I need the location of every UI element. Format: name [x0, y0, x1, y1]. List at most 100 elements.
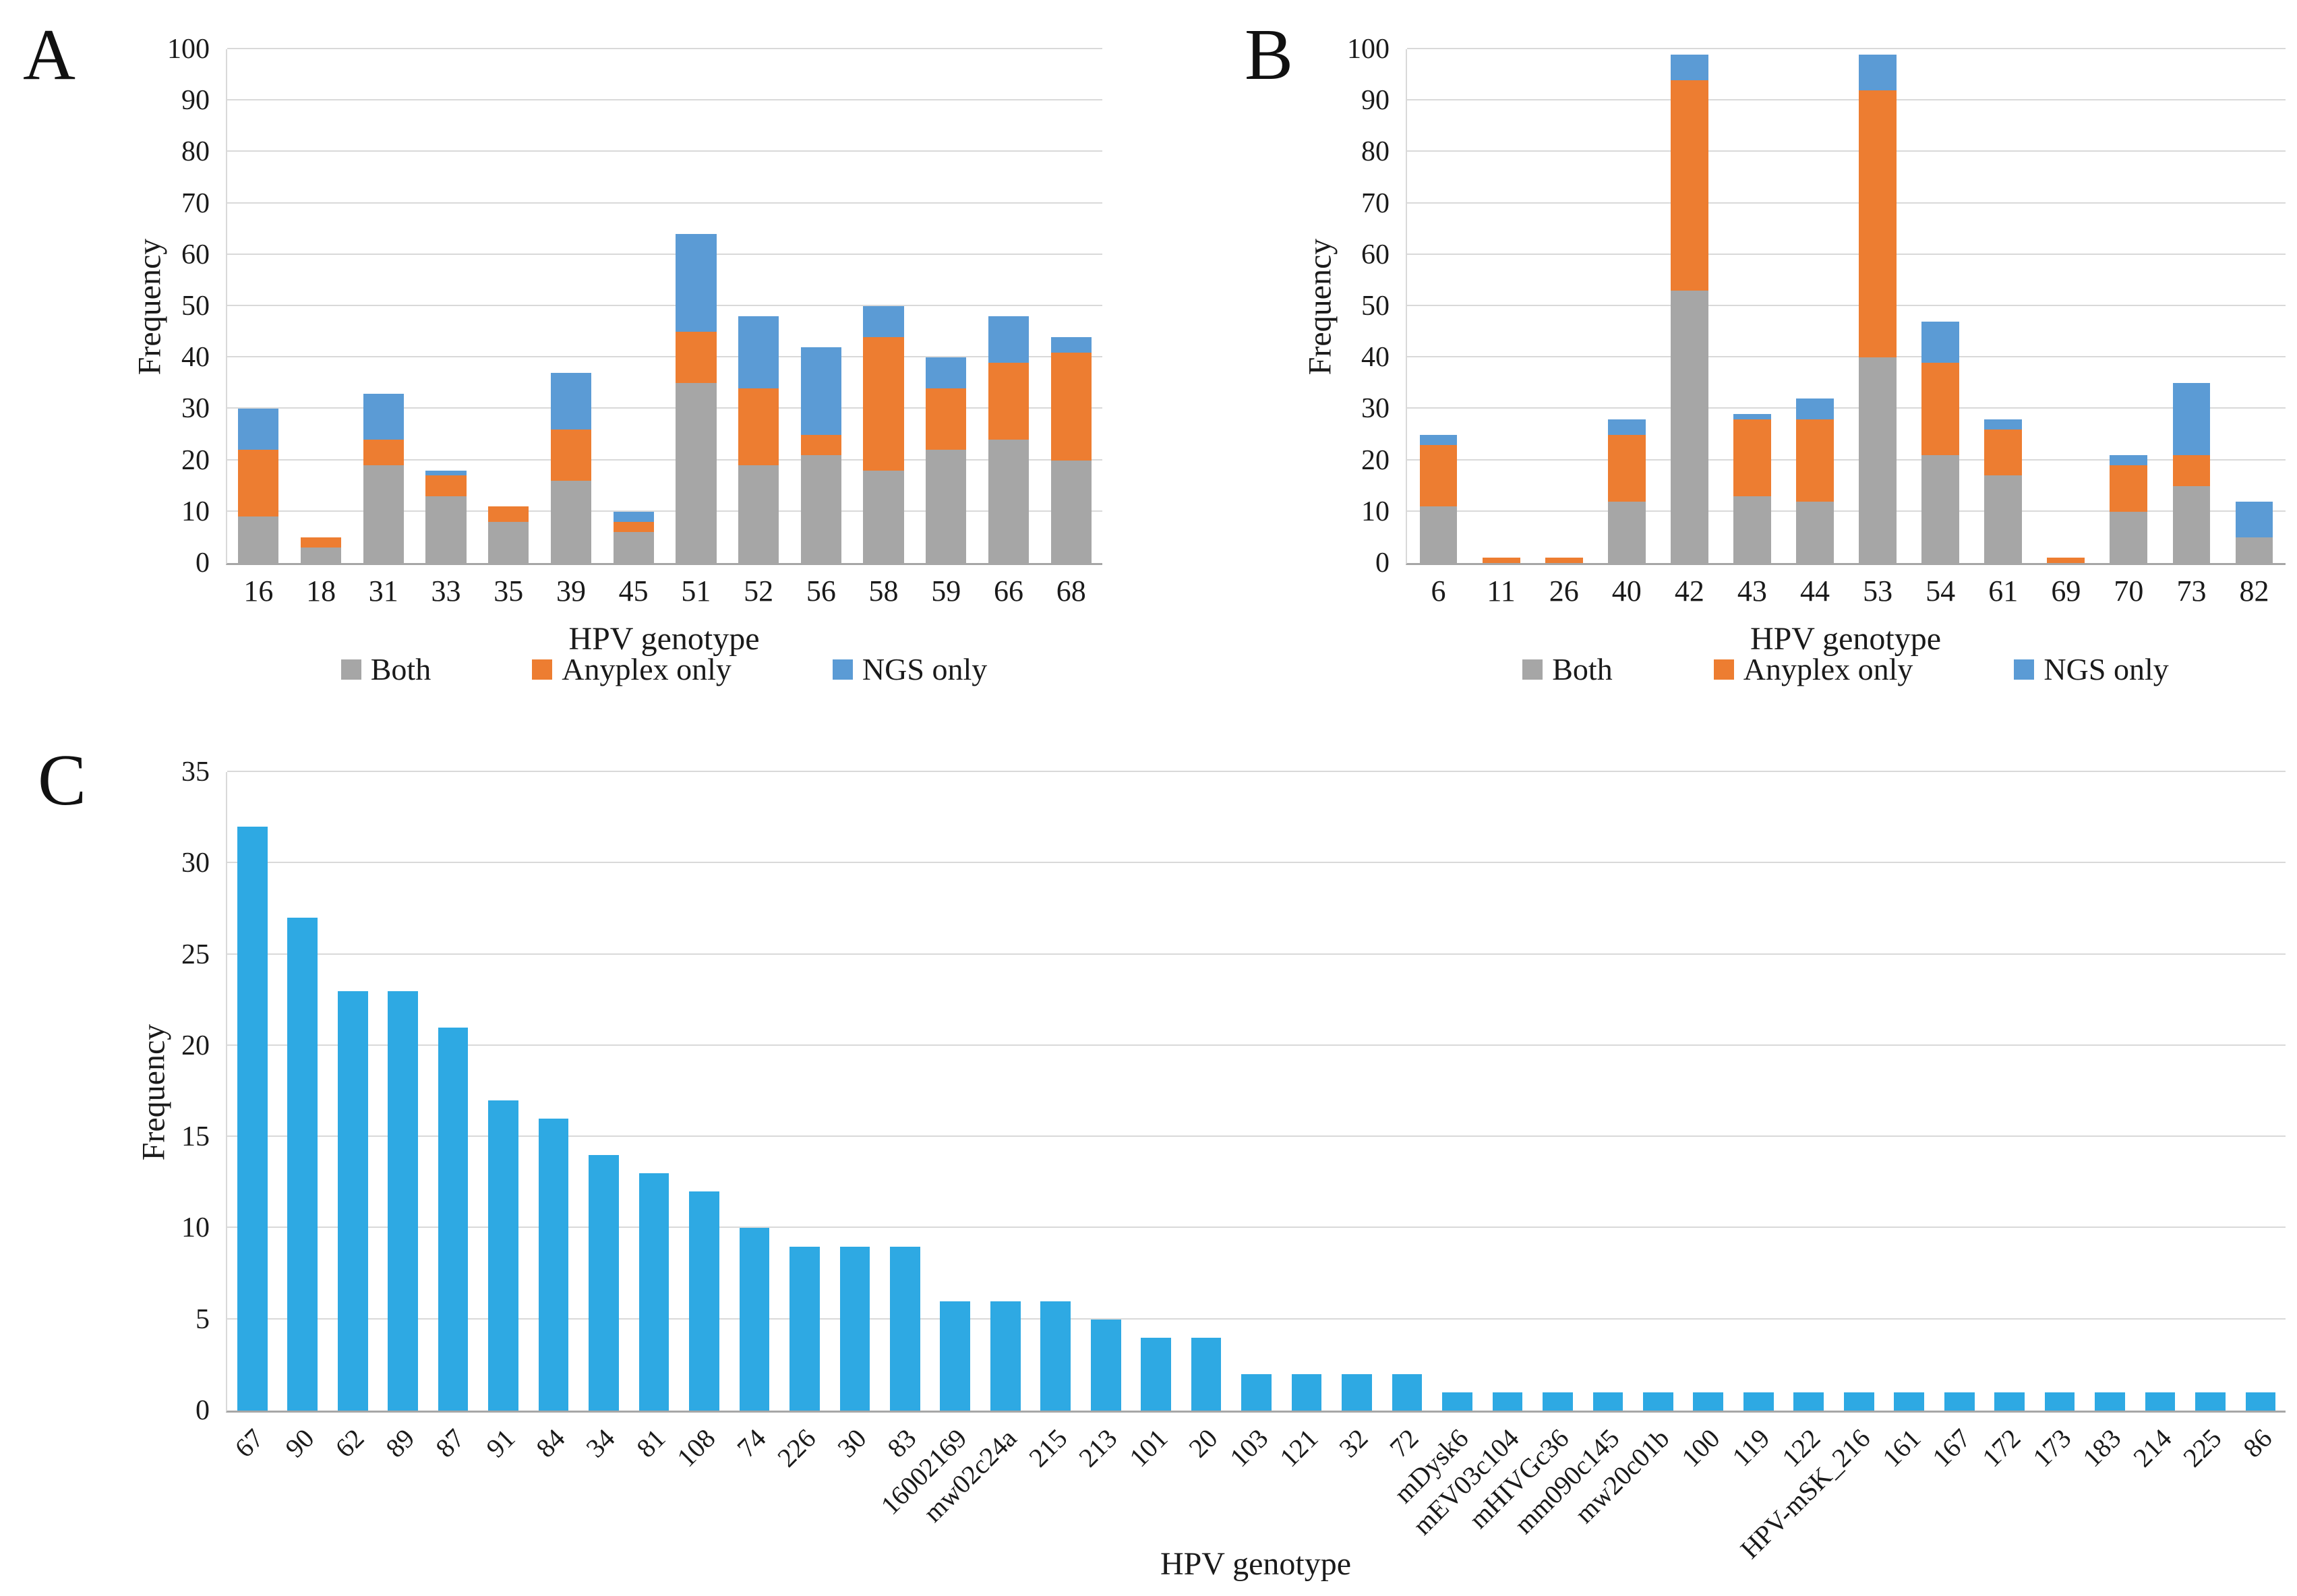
x-tick-label: 215: [1022, 1423, 1073, 1473]
x-tick-label: 119: [1726, 1423, 1776, 1473]
x-tick-label: 53: [1863, 574, 1893, 608]
bar-column: [1332, 772, 1381, 1411]
grid-line: [227, 1226, 2286, 1229]
x-tick-label: 167: [1926, 1423, 1977, 1473]
bar-column: [1847, 49, 1909, 563]
legend-item-ngs-only: NGS only: [2014, 651, 2169, 687]
bar-segment: [2095, 1392, 2125, 1411]
bar-column: [1984, 772, 2034, 1411]
x-tick-label: 225: [2177, 1423, 2228, 1473]
bar-segment-ngs-only: [2235, 501, 2273, 537]
bar-column: [1031, 772, 1081, 1411]
bar-column: [227, 49, 290, 563]
bar-column: [602, 49, 665, 563]
bar-segment-anyplex-only: [2110, 465, 2148, 512]
bar-91: [488, 772, 518, 1411]
bar-column: [1721, 49, 1783, 563]
grid-line: [1407, 202, 2286, 204]
y-tick-label: 20: [1361, 444, 1390, 476]
y-tick-label: 100: [167, 34, 210, 65]
bar-segment: [2245, 1392, 2276, 1411]
bar-column: [428, 772, 478, 1411]
bar-segment-both: [488, 522, 529, 563]
bar-column: [1532, 772, 1582, 1411]
bar-column: [980, 772, 1030, 1411]
bar-segment-ngs-only: [1050, 336, 1092, 353]
bar-173: [2044, 772, 2075, 1411]
bar-segment: [1543, 1392, 1573, 1411]
bar-segment-anyplex-only: [2047, 558, 2085, 563]
bar-segment-both: [1733, 496, 1771, 563]
bar-segment-ngs-only: [1670, 54, 1708, 80]
bar-column: [2185, 772, 2235, 1411]
x-tick-label: 33: [431, 574, 461, 608]
x-tick-label: 103: [1223, 1423, 1274, 1473]
bar-66: [988, 49, 1030, 563]
y-tick-label: 100: [1347, 34, 1390, 65]
bar-column: [1733, 772, 1783, 1411]
bar-segment-ngs-only: [988, 316, 1030, 363]
x-tick-label: 173: [2027, 1423, 2077, 1473]
bar-segment-both: [926, 450, 967, 563]
bar-column: [277, 772, 327, 1411]
x-tick-label: 31: [368, 574, 398, 608]
y-tick-label: 30: [1361, 393, 1390, 425]
bar-segment-anyplex-only: [1670, 80, 1708, 291]
legend-item-ngs-only: NGS only: [832, 651, 987, 687]
grid-line: [1407, 459, 2286, 461]
bar-86: [2245, 772, 2276, 1411]
x-tick-label: 42: [1674, 574, 1704, 608]
bar-segment-anyplex-only: [1921, 362, 1960, 455]
bar-segment-both: [988, 440, 1030, 563]
x-tick-label: 18: [306, 574, 336, 608]
bar-119: [1743, 772, 1774, 1411]
bar-column: [378, 772, 427, 1411]
bar-172: [1994, 772, 2025, 1411]
bar-column: [540, 49, 603, 563]
bar-mw20c01b: [1643, 772, 1673, 1411]
bar-column: [1583, 772, 1633, 1411]
bar-mEV03c104: [1492, 772, 1523, 1411]
bar-39: [550, 49, 592, 563]
panel-letter-b: B: [1245, 15, 1294, 95]
bar-segment-ngs-only: [550, 373, 592, 430]
grid-line: [227, 253, 1102, 255]
legend-swatch-icon: [340, 659, 361, 680]
bar-column: [1633, 772, 1683, 1411]
x-tick-label: 87: [429, 1423, 471, 1464]
bar-214: [2145, 772, 2176, 1411]
x-tick-label: 43: [1737, 574, 1767, 608]
bar-column: [1382, 772, 1432, 1411]
bar-51: [676, 49, 717, 563]
bar-column: [779, 772, 829, 1411]
bar-11: [1482, 49, 1520, 563]
legend-a: Both Anyplex only NGS only: [226, 651, 1102, 687]
bar-segment-anyplex-only: [926, 388, 967, 450]
bar-segment-ngs-only: [1921, 321, 1960, 363]
y-tick-label: 50: [1361, 291, 1390, 322]
grid-line: [227, 305, 1102, 306]
x-axis-title-c: HPV genotype: [1160, 1546, 1352, 1582]
grid-line: [227, 1135, 2286, 1137]
bar-73: [2172, 49, 2211, 563]
bar-column: [1658, 49, 1721, 563]
bar-segment-ngs-only: [2172, 383, 2211, 455]
bar-18: [300, 49, 342, 563]
bar-column: [2236, 772, 2286, 1411]
bar-column: [1784, 772, 1834, 1411]
y-tick-label: 70: [181, 187, 210, 219]
bar-62: [337, 772, 368, 1411]
bar-segment-anyplex-only: [1482, 558, 1520, 563]
bar-segment-ngs-only: [800, 347, 841, 435]
bar-column: [1595, 49, 1658, 563]
bar-100: [1693, 772, 1724, 1411]
bar-225: [2195, 772, 2226, 1411]
bar-segment-anyplex-only: [1419, 444, 1458, 507]
bar-segment-both: [2235, 537, 2273, 563]
bar-column: [679, 772, 729, 1411]
bar-segment: [1241, 1373, 1272, 1411]
y-tick-label: 80: [1361, 136, 1390, 168]
x-tick-label: 89: [379, 1423, 421, 1464]
x-tick-label: 67: [229, 1423, 270, 1464]
x-tick-label: 90: [279, 1423, 320, 1464]
